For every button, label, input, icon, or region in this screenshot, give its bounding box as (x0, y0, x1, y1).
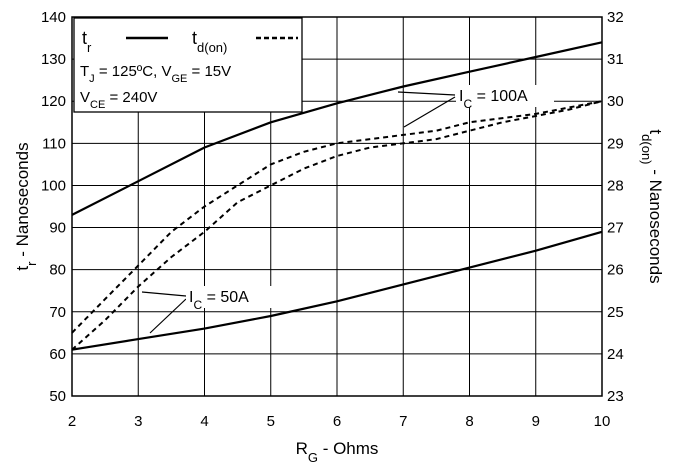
legend-condition-1: TJ = 125ºC, VGE = 15V (80, 63, 231, 85)
x-tick-label: 9 (532, 413, 540, 430)
legend-label-tdon: td(on) (192, 28, 227, 55)
annotation-leader (397, 91, 456, 96)
annotation-leader (403, 96, 456, 128)
legend-box (73, 17, 303, 113)
annotation-leaders (141, 91, 456, 334)
y-tick-label-left: 100 (41, 177, 66, 194)
x-tick-label: 6 (333, 413, 341, 430)
x-tick-label: 5 (267, 413, 275, 430)
y-tick-label-right: 24 (607, 346, 624, 363)
y-tick-label-left: 50 (49, 388, 66, 405)
x-tick-label: 3 (134, 413, 142, 430)
y-tick-label-right: 23 (607, 388, 624, 405)
grid (71, 16, 603, 397)
y-tick-label-left: 80 (49, 262, 66, 279)
y-tick-labels-right: 23 24 25 26 27 28 29 30 31 32 (607, 9, 624, 405)
y-tick-label-left: 140 (41, 9, 66, 26)
y-tick-label-right: 30 (607, 93, 624, 110)
y-tick-label-left: 70 (49, 304, 66, 321)
series-tr-100a (71, 41, 603, 216)
plot-frame (71, 16, 603, 397)
annotation-leader (141, 291, 187, 297)
x-tick-label: 7 (399, 413, 407, 430)
x-tick-label: 4 (200, 413, 208, 430)
y-tick-label-right: 28 (607, 177, 624, 194)
x-tick-label: 10 (594, 413, 611, 430)
y-tick-label-left: 90 (49, 220, 66, 237)
y-tick-label-left: 60 (49, 346, 66, 363)
legend-label-tr: tr (82, 28, 92, 55)
legend: tr td(on) TJ = 125ºC, VGE = 15V VCE = 24… (73, 17, 303, 113)
x-tick-label: 8 (465, 413, 473, 430)
annotation-ic-50a: IC = 50A (186, 286, 276, 312)
y-tick-labels-left: 50 60 70 80 90 100 110 120 130 140 (41, 9, 66, 405)
annotation-leader (149, 298, 187, 334)
y-tick-label-right: 26 (607, 262, 624, 279)
y-tick-label-right: 25 (607, 304, 624, 321)
y-tick-label-right: 29 (607, 135, 624, 152)
y-tick-label-left: 130 (41, 51, 66, 68)
annotation-ic-100a-label: IC = 100A (459, 88, 528, 111)
series-lines (71, 41, 603, 351)
legend-condition-2: VCE = 240V (80, 89, 157, 111)
y-axis-label-right: td(on) - Nanoseconds (640, 129, 666, 283)
y-axis-label-left: tr - Nanoseconds (13, 142, 39, 270)
y-tick-label-left: 120 (41, 93, 66, 110)
y-tick-label-left: 110 (42, 135, 66, 152)
y-tick-label-right: 32 (607, 9, 624, 26)
y-tick-label-right: 31 (607, 51, 624, 68)
x-tick-label: 2 (68, 413, 76, 430)
annotation-ic-100a: IC = 100A (456, 85, 554, 111)
x-axis-label: RG - Ohms (296, 439, 379, 464)
annotation-ic-50a-label: IC = 50A (189, 289, 249, 312)
series-tdon-50a (71, 100, 603, 351)
series-tr-50a (71, 230, 603, 351)
x-tick-labels: 2 3 4 5 6 7 8 9 10 (68, 413, 611, 430)
y-tick-label-right: 27 (607, 220, 624, 237)
